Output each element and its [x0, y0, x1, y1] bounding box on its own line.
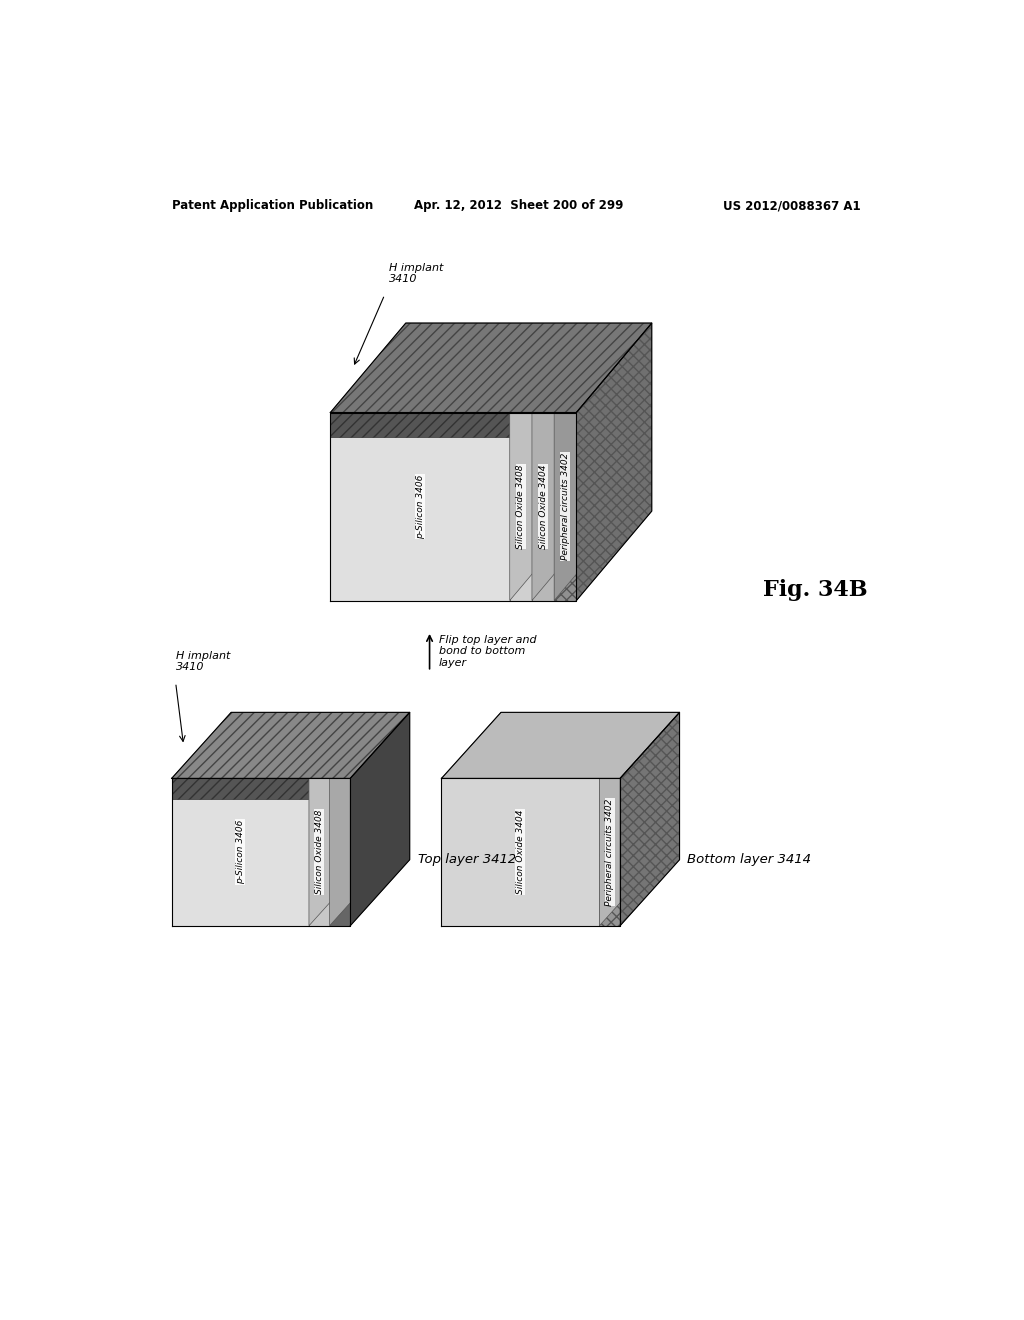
Text: Apr. 12, 2012  Sheet 200 of 299: Apr. 12, 2012 Sheet 200 of 299	[414, 199, 623, 213]
Text: p-Silicon 3406: p-Silicon 3406	[236, 820, 245, 884]
Bar	[172, 779, 309, 925]
Text: H implant
3410: H implant 3410	[389, 263, 443, 284]
Text: Top layer 3412: Top layer 3412	[418, 853, 516, 866]
Polygon shape	[531, 323, 607, 601]
Text: Silicon Oxide 3404: Silicon Oxide 3404	[516, 810, 525, 895]
Polygon shape	[350, 713, 410, 925]
Bar	[510, 413, 531, 601]
Polygon shape	[510, 323, 585, 601]
Polygon shape	[441, 713, 680, 779]
Bar	[554, 413, 577, 601]
Bar	[172, 779, 350, 799]
Polygon shape	[330, 713, 389, 925]
Text: p-Silicon 3406: p-Silicon 3406	[416, 474, 425, 539]
Text: Silicon Oxide 3404: Silicon Oxide 3404	[539, 465, 548, 549]
Bar	[331, 413, 510, 601]
Text: Bottom layer 3414: Bottom layer 3414	[687, 853, 811, 866]
Text: Flip top layer and
bond to bottom
layer: Flip top layer and bond to bottom layer	[439, 635, 537, 668]
Polygon shape	[309, 713, 369, 925]
Text: Patent Application Publication: Patent Application Publication	[172, 199, 373, 213]
Polygon shape	[599, 713, 658, 925]
Bar	[309, 779, 330, 925]
Text: Silicon Oxide 3408: Silicon Oxide 3408	[516, 465, 525, 549]
Bar	[599, 779, 621, 925]
Text: Fig. 34B: Fig. 34B	[763, 579, 867, 602]
Polygon shape	[172, 713, 410, 779]
Text: Silicon Oxide 3408: Silicon Oxide 3408	[314, 810, 324, 895]
Bar	[441, 779, 599, 925]
Bar	[330, 779, 350, 925]
Text: US 2012/0088367 A1: US 2012/0088367 A1	[723, 199, 861, 213]
Text: Peripheral circuits 3402: Peripheral circuits 3402	[605, 799, 614, 906]
Polygon shape	[331, 323, 651, 412]
Text: H implant
3410: H implant 3410	[176, 651, 230, 672]
Polygon shape	[621, 713, 680, 925]
Polygon shape	[577, 323, 652, 601]
Bar	[531, 413, 554, 601]
Polygon shape	[554, 323, 630, 601]
Bar	[331, 412, 577, 437]
Text: Peripheral circuits 3402: Peripheral circuits 3402	[561, 453, 569, 560]
